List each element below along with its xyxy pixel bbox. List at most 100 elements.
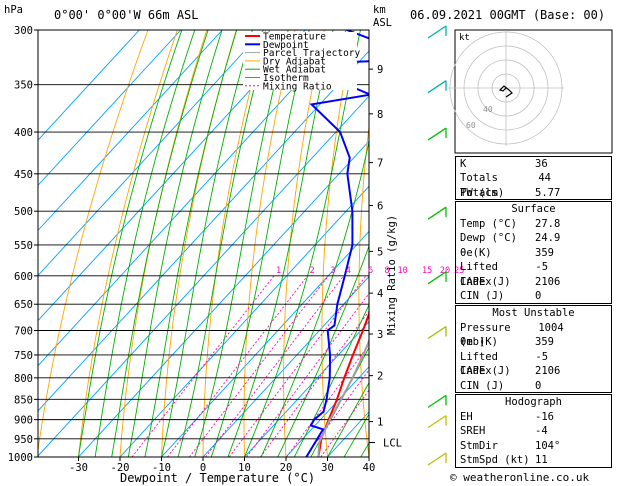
mixing-ratio-line bbox=[228, 275, 367, 457]
wet-adiabat-line bbox=[94, 30, 196, 457]
surface-key: Lifted Index bbox=[460, 261, 498, 288]
mixing-ratio-label: 3 bbox=[330, 266, 335, 276]
km-tick-label: 2 bbox=[377, 371, 383, 383]
index-key: K bbox=[460, 158, 467, 170]
hodo-value: 104° bbox=[535, 439, 561, 452]
unstable-key: Lifted Index bbox=[460, 350, 498, 378]
mixing-ratio-line bbox=[260, 310, 369, 457]
isotherm-line bbox=[38, 30, 306, 322]
pressure-tick-label: 1000 bbox=[8, 452, 33, 464]
surface-row: Temp (°C) 27.8 bbox=[456, 217, 611, 231]
isotherm-line bbox=[244, 321, 369, 457]
wind-barb bbox=[427, 206, 447, 220]
legend-entry: Dry Adiabat bbox=[263, 56, 326, 67]
surface-value: 0 bbox=[535, 289, 542, 302]
mixing-ratio-label: 15 bbox=[422, 266, 432, 276]
pressure-tick-label: 800 bbox=[14, 373, 33, 385]
temperature-tick-label: -10 bbox=[152, 462, 171, 474]
unstable-row: Lifted Index -5 bbox=[456, 350, 611, 378]
unstable-row: CAPE (J) 2106 bbox=[456, 364, 611, 378]
pressure-tick-label: 950 bbox=[14, 434, 33, 446]
legend-entry: Parcel Trajectory bbox=[263, 48, 361, 59]
wind-barb bbox=[427, 325, 447, 340]
isotherm-line bbox=[38, 30, 140, 141]
legend-entry: Isotherm bbox=[263, 73, 309, 84]
lcl-label: LCL bbox=[383, 438, 402, 450]
mixing-ratio-label: 4 bbox=[346, 266, 351, 276]
pressure-tick-label: 300 bbox=[14, 25, 33, 37]
dry-adiabat-line bbox=[430, 30, 452, 457]
copyright: © weatheronline.co.uk bbox=[450, 471, 590, 484]
km-tick-label: 9 bbox=[377, 64, 383, 76]
surface-row: θe(K) 359 bbox=[456, 246, 611, 260]
temperature-tick-label: 40 bbox=[363, 462, 376, 474]
legend-box bbox=[243, 32, 357, 90]
dry-adiabat-line bbox=[619, 30, 629, 457]
dry-adiabat-line bbox=[161, 30, 237, 457]
datetime-label: 06.09.2021 00GMT (Base: 00) bbox=[410, 8, 606, 22]
surface-row: Dewp (°C) 24.9 bbox=[456, 231, 611, 245]
index-key: PW (cm) bbox=[460, 186, 505, 199]
surface-value: 2106 bbox=[535, 275, 561, 288]
index-row: K 36 bbox=[456, 157, 611, 171]
unit-asl: ASL bbox=[373, 17, 392, 29]
unstable-value: 0 bbox=[535, 379, 542, 392]
hodo-key: SREH bbox=[460, 425, 486, 438]
temperature-tick-label: 30 bbox=[321, 462, 334, 474]
unstable-title: Most Unstable bbox=[492, 307, 575, 319]
pressure-tick-label: 400 bbox=[14, 127, 33, 139]
pressure-tick-label: 500 bbox=[14, 206, 33, 218]
temperature-tick-label: 20 bbox=[280, 462, 293, 474]
wind-barb bbox=[427, 452, 447, 466]
unstable-key: CIN (J) bbox=[460, 379, 505, 392]
surface-value: 24.9 bbox=[535, 232, 561, 245]
indices-box: K 36 Totals Totals 44 PW (cm) 5.77 bbox=[455, 156, 612, 200]
surface-title: Surface bbox=[511, 203, 556, 215]
isotherm-line bbox=[38, 50, 369, 412]
index-key: Totals Totals bbox=[460, 172, 498, 199]
wind-barb bbox=[427, 80, 447, 94]
hodograph-box: Hodograph EH -16 SREH -4 StmDir 104° StmSpd (k… bbox=[455, 394, 612, 468]
hodo-row: EH -16 bbox=[456, 410, 611, 424]
wind-barb bbox=[427, 271, 447, 285]
pressure-tick-label: 450 bbox=[14, 169, 33, 181]
hodo-value: 11 bbox=[535, 454, 548, 467]
mixing-ratio-label: 10 bbox=[398, 266, 408, 276]
hodograph-trace bbox=[498, 85, 513, 98]
parcel-trajectory-line bbox=[317, 338, 369, 457]
pressure-tick-label: 700 bbox=[14, 326, 33, 338]
surface-row: CIN (J) 0 bbox=[456, 289, 611, 303]
isotherm-line bbox=[161, 230, 369, 457]
mixing-ratio-label: 8 bbox=[384, 266, 389, 276]
mixing-ratio-label: 1 bbox=[276, 266, 281, 276]
surface-row: CAPE (J) 2106 bbox=[456, 275, 611, 289]
dry-adiabat-line bbox=[358, 123, 369, 457]
pressure-tick-label: 750 bbox=[14, 350, 33, 362]
mixing-ratio-label: 20 bbox=[440, 266, 450, 276]
index-row: Totals Totals 44 bbox=[456, 171, 611, 199]
temperature-tick-label: -30 bbox=[69, 462, 88, 474]
wet-adiabat-line bbox=[194, 30, 289, 457]
legend-entry: Wet Adiabat bbox=[263, 65, 326, 76]
hodo-key: StmDir bbox=[460, 439, 498, 452]
isotherm-line bbox=[38, 30, 223, 232]
mixing-ratio-label: 2 bbox=[310, 266, 315, 276]
mixing-ratio-label: 25 bbox=[454, 266, 464, 276]
unstable-value: 2106 bbox=[535, 365, 561, 378]
km-tick-label: 7 bbox=[377, 158, 383, 170]
km-tick-label: 1 bbox=[377, 417, 383, 429]
isotherm-line bbox=[38, 30, 182, 186]
mixing-ratio-line bbox=[205, 275, 345, 457]
hodo-row: SREH -4 bbox=[456, 424, 611, 438]
surface-value: -5 bbox=[535, 261, 549, 274]
isotherm-line bbox=[38, 95, 369, 457]
wind-barb bbox=[427, 415, 447, 429]
surface-key: Dewp (°C) bbox=[460, 232, 517, 245]
surface-row: Lifted Index -5 bbox=[456, 260, 611, 288]
legend-entry: Dewpoint bbox=[263, 40, 309, 51]
unstable-row: Pressure (mb) 1004 bbox=[456, 321, 611, 348]
unstable-value: -5 bbox=[535, 350, 549, 363]
pressure-tick-label: 600 bbox=[14, 271, 33, 283]
